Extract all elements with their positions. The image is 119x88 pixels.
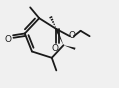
Polygon shape: [64, 45, 76, 50]
Text: O: O: [68, 31, 75, 40]
Text: O: O: [52, 44, 59, 53]
Polygon shape: [55, 29, 64, 45]
Text: O: O: [5, 35, 12, 44]
